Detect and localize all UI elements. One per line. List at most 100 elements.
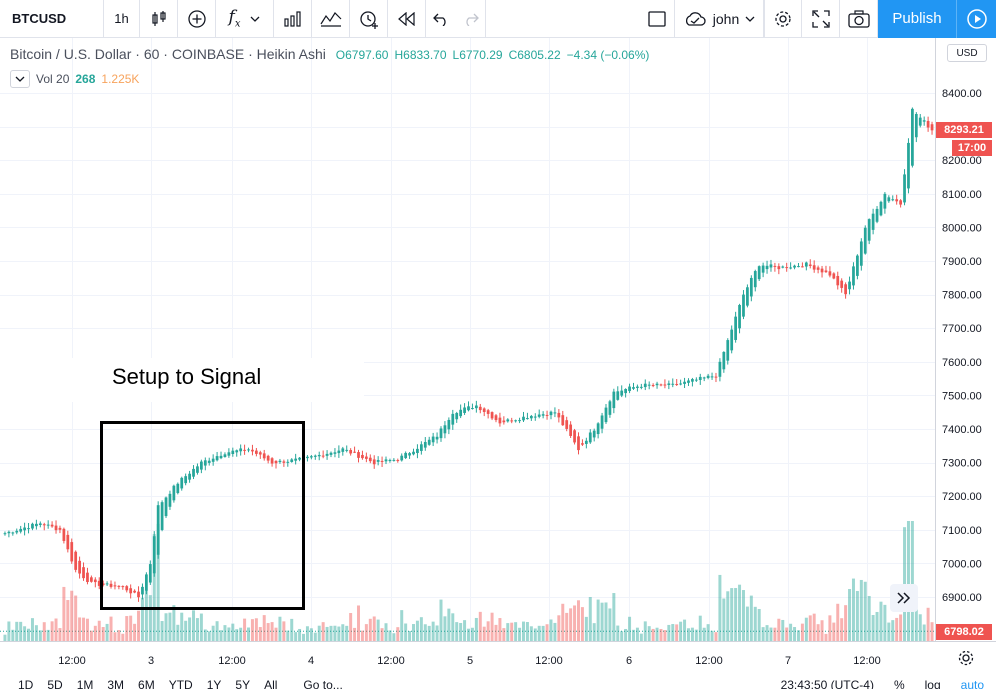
candle-body [35, 523, 38, 527]
auto-toggle[interactable]: auto [960, 678, 984, 689]
log-toggle[interactable]: log [924, 678, 941, 689]
countdown-label: 17:00 [952, 140, 992, 156]
candle-body [372, 459, 376, 465]
publish-button[interactable]: Publish [878, 0, 956, 38]
add-indicator-icon[interactable] [178, 0, 216, 38]
price-chart[interactable]: 6900.00 7000.00 7100.00 7200.00 7300.00 7400.… [0, 38, 996, 678]
candle-body [156, 505, 160, 555]
redo-icon[interactable] [456, 0, 486, 38]
range-button-6m[interactable]: 6M [138, 678, 155, 689]
indicators-button[interactable]: fx [216, 0, 274, 38]
candle-body [239, 448, 243, 452]
volume-bar [710, 630, 714, 641]
user-menu[interactable]: john [674, 0, 764, 38]
scroll-to-realtime-button[interactable] [890, 584, 918, 612]
alert-icon[interactable] [350, 0, 388, 38]
candle-body [753, 271, 757, 288]
goto-button[interactable]: Go to... [303, 678, 343, 689]
settings-icon[interactable] [764, 0, 802, 38]
candles-icon[interactable] [140, 0, 178, 38]
candle-body [494, 415, 498, 421]
replay-icon[interactable] [388, 0, 426, 38]
percent-toggle[interactable]: % [893, 678, 905, 689]
candle-body [863, 227, 867, 254]
volume-bar [690, 627, 694, 641]
undo-icon[interactable] [426, 0, 456, 38]
candle-body [867, 219, 871, 241]
volume-bar [101, 627, 105, 641]
range-button-1m[interactable]: 1M [76, 678, 94, 689]
collapse-legend-button[interactable] [10, 70, 30, 88]
fullscreen-icon[interactable] [802, 0, 840, 38]
volume-bar [164, 613, 168, 641]
range-button-5y[interactable]: 5Y [235, 678, 251, 689]
volume-bar [353, 627, 357, 641]
volume-bar [408, 631, 412, 641]
time-tick-label: 12:00 [58, 655, 86, 667]
layout-icon[interactable] [640, 0, 674, 38]
time-tick-label: 12:00 [853, 655, 881, 667]
price-axis: 6900.00 7000.00 7100.00 7200.00 7300.00 7400.… [942, 88, 982, 604]
price-tick-label: 7700.00 [942, 323, 982, 335]
volume-bar [569, 608, 573, 641]
range-button-5d[interactable]: 5D [47, 678, 63, 689]
legend-open: O6797.60 [335, 48, 389, 62]
candle-body [659, 384, 663, 386]
range-button-ytd[interactable]: YTD [168, 678, 193, 689]
candle-body [545, 414, 549, 416]
currency-badge[interactable]: USD [947, 44, 987, 62]
volume-bar [753, 606, 757, 641]
time-tick-label: 12:00 [535, 655, 563, 667]
range-button-1d[interactable]: 1D [18, 678, 34, 689]
candle-body [184, 476, 188, 484]
range-button-all[interactable]: All [264, 678, 278, 689]
play-icon[interactable] [956, 0, 996, 38]
candle-body [836, 275, 840, 286]
camera-icon[interactable] [840, 0, 878, 38]
candle-body [443, 425, 447, 434]
legend-high: H6833.70 [394, 48, 447, 62]
candle-body [152, 536, 156, 574]
volume-bar [266, 623, 270, 641]
volume-bar [612, 593, 616, 641]
candle-body [82, 567, 85, 579]
price-tick-label: 7500.00 [942, 390, 982, 402]
candle-body [565, 420, 569, 429]
candle-body [396, 460, 400, 462]
candle-body [616, 391, 620, 400]
volume-bar [785, 627, 789, 641]
candle-body [247, 449, 250, 451]
volume-bar [113, 632, 117, 641]
annotation-rectangle[interactable] [100, 421, 305, 610]
volume-bar [895, 617, 899, 641]
compare-icon[interactable] [312, 0, 350, 38]
range-button-1y[interactable]: 1Y [206, 678, 222, 689]
volume-bar [38, 630, 42, 641]
candle-body [286, 461, 290, 463]
range-button-3m[interactable]: 3M [107, 678, 125, 689]
symbol-search[interactable]: BTCUSD [0, 0, 104, 38]
candle-body [655, 383, 659, 386]
volume-bar [714, 632, 718, 641]
price-tick-label: 7600.00 [942, 357, 982, 369]
volume-bar [415, 620, 419, 641]
time-tick-label: 12:00 [695, 655, 723, 667]
candle-body [738, 304, 741, 329]
candle-body [467, 406, 470, 411]
settings-icon[interactable] [954, 648, 978, 668]
candle-body [883, 193, 887, 209]
candle-body [380, 460, 384, 462]
candle-body [86, 572, 89, 583]
candle-body [702, 377, 706, 379]
interval-button[interactable]: 1h [104, 0, 140, 38]
bars-icon[interactable] [274, 0, 312, 38]
volume-bar [282, 621, 286, 641]
volume-bar [129, 615, 133, 641]
volume-bar [172, 605, 176, 641]
volume-bar [545, 624, 549, 641]
candle-body [698, 376, 702, 381]
candle-body [710, 376, 714, 378]
candle-body [463, 407, 466, 413]
volume-bar [372, 616, 376, 641]
candle-body [270, 458, 274, 464]
